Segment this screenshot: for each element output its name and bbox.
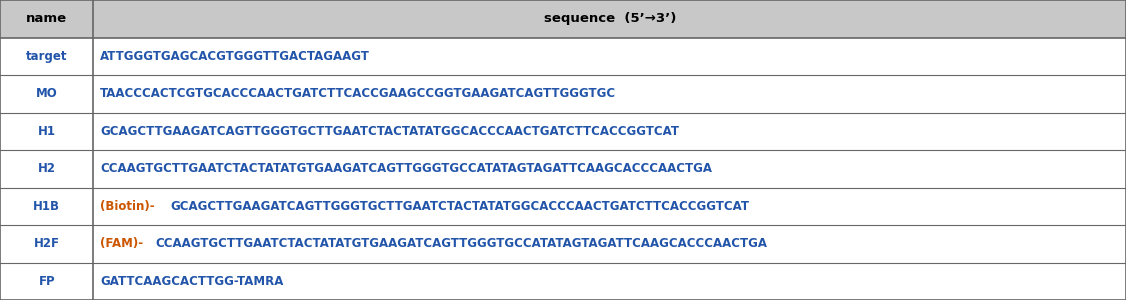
Text: H2: H2: [38, 162, 55, 175]
Text: MO: MO: [36, 87, 57, 100]
Bar: [0, 225, 1126, 262]
Bar: [0, 112, 1126, 150]
Bar: [0, 262, 1126, 300]
Bar: [0, 75, 1126, 112]
Text: GATTCAAGCACTTGG-TAMRA: GATTCAAGCACTTGG-TAMRA: [100, 275, 284, 288]
Text: H2F: H2F: [34, 237, 60, 250]
Text: CCAAGTGCTTGAATCTACTATATGTGAAGATCAGTTGGGTGCCATATAGTAGATTCAAGCACCCAACTGA: CCAAGTGCTTGAATCTACTATATGTGAAGATCAGTTGGGT…: [100, 162, 713, 175]
Text: (Biotin)-: (Biotin)-: [100, 200, 155, 213]
Text: target: target: [26, 50, 68, 63]
Text: name: name: [26, 12, 68, 25]
Bar: [0, 38, 1126, 75]
Text: TAACCCACTCGTGCACCCAACTGATCTTCACCGAAGCCGGTGAAGATCAGTTGGGTGC: TAACCCACTCGTGCACCCAACTGATCTTCACCGAAGCCGG…: [100, 87, 616, 100]
Text: GCAGCTTGAAGATCAGTTGGGTGCTTGAATCTACTATATGGCACCCAACTGATCTTCACCGGTCAT: GCAGCTTGAAGATCAGTTGGGTGCTTGAATCTACTATATG…: [171, 200, 750, 213]
Bar: [0, 188, 1126, 225]
Bar: [0, 150, 1126, 188]
Text: sequence  (5’→3’): sequence (5’→3’): [544, 12, 676, 25]
Text: ATTGGGTGAGCACGTGGGTTGACTAGAAGT: ATTGGGTGAGCACGTGGGTTGACTAGAAGT: [100, 50, 370, 63]
Text: H1B: H1B: [34, 200, 60, 213]
Bar: [0, 0, 1126, 38]
Text: H1: H1: [38, 125, 55, 138]
Text: GCAGCTTGAAGATCAGTTGGGTGCTTGAATCTACTATATGGCACCCAACTGATCTTCACCGGTCAT: GCAGCTTGAAGATCAGTTGGGTGCTTGAATCTACTATATG…: [100, 125, 679, 138]
Text: FP: FP: [38, 275, 55, 288]
Text: (FAM)-: (FAM)-: [100, 237, 143, 250]
Text: CCAAGTGCTTGAATCTACTATATGTGAAGATCAGTTGGGTGCCATATAGTAGATTCAAGCACCCAACTGA: CCAAGTGCTTGAATCTACTATATGTGAAGATCAGTTGGGT…: [155, 237, 768, 250]
